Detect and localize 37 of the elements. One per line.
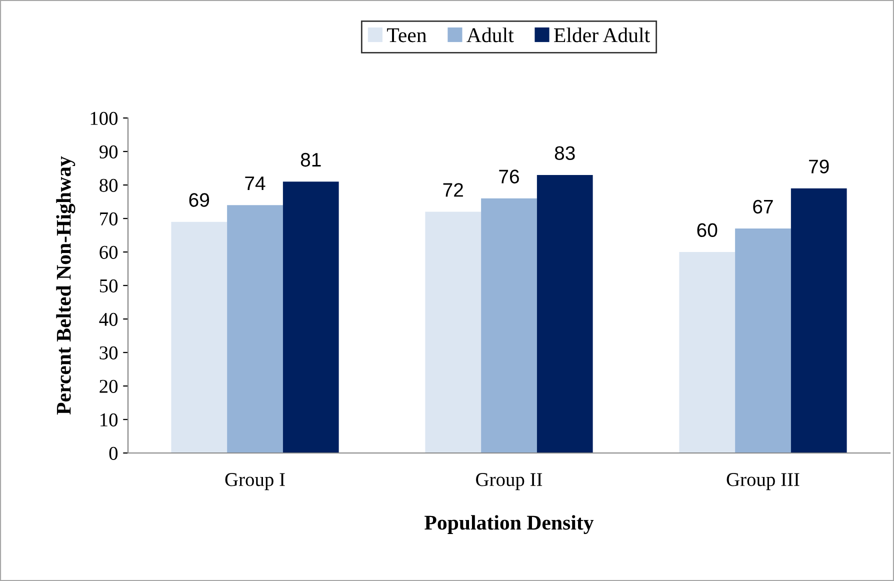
bar: [171, 222, 228, 453]
y-tick-label: 50: [100, 279, 118, 292]
x-tick-label: Group III: [726, 473, 800, 490]
legend-label: Adult: [466, 28, 514, 42]
data-label: 76: [499, 170, 519, 184]
y-tick-label: 40: [99, 312, 118, 326]
bar: [481, 198, 537, 453]
bar: [425, 212, 482, 453]
bar: [536, 174, 593, 453]
data-label: 81: [300, 152, 321, 167]
data-label: 83: [554, 146, 575, 160]
bar: [790, 188, 847, 453]
data-label: 60: [697, 223, 718, 238]
x-tick-label: Group II: [476, 473, 542, 490]
data-label: 67: [753, 200, 773, 214]
data-label: 74: [245, 176, 266, 190]
bar: [735, 228, 791, 453]
y-tick-label: 0: [109, 446, 118, 460]
y-tick-label: 80: [100, 178, 118, 192]
bar: [679, 252, 736, 453]
y-tick-label: 70: [100, 212, 118, 226]
x-axis-title: Population Density: [424, 515, 594, 534]
data-label: 72: [443, 183, 463, 197]
bar: [282, 182, 339, 453]
legend-label: Teen: [387, 28, 427, 42]
y-tick-label: 60: [100, 246, 118, 259]
y-tick-label: 30: [100, 346, 118, 360]
data-label: 79: [809, 160, 829, 174]
legend-label: Elder Adult: [554, 28, 650, 42]
y-tick-label: 100: [90, 112, 118, 125]
data-label: 69: [189, 193, 210, 207]
y-axis-title: Percent Belted Non-Highway: [56, 156, 76, 415]
bar: [227, 205, 283, 453]
y-tick-label: 20: [100, 380, 118, 393]
y-tick-label: 90: [99, 145, 118, 158]
x-tick-label: Group I: [225, 473, 285, 490]
y-tick-label: 10: [100, 413, 118, 426]
